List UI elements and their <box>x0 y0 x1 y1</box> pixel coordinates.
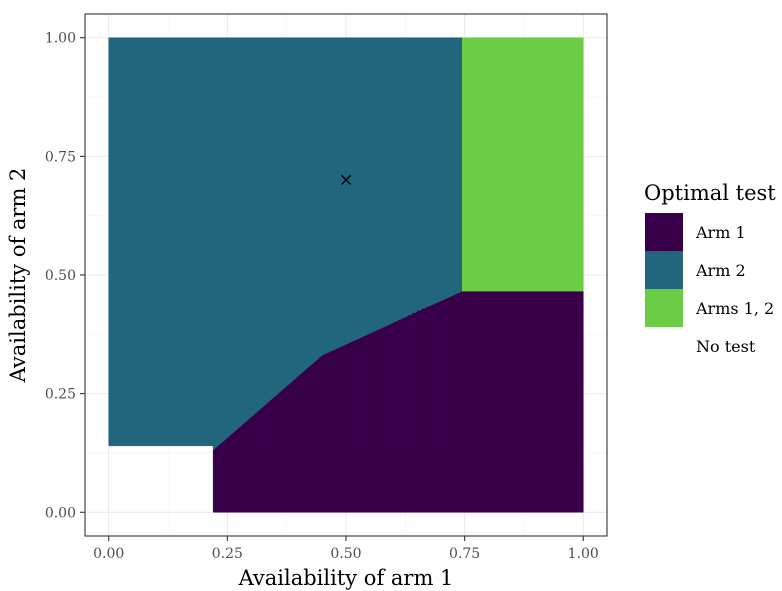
legend-title: Optimal test <box>644 181 776 205</box>
region-arm-1-step <box>407 315 413 451</box>
y-axis-title: Availability of arm 2 <box>6 168 30 384</box>
region-arms-1-2 <box>462 37 584 292</box>
legend-swatch <box>645 251 683 289</box>
region-arm-1-step <box>459 292 465 451</box>
region-arm-1-step <box>421 308 427 451</box>
region-arm-1-step <box>246 421 252 451</box>
region-arm-1-step <box>393 322 399 451</box>
region-arm-1-step <box>364 339 371 451</box>
region-arm-1-step <box>355 345 361 451</box>
legend-swatch <box>645 289 683 327</box>
region-arm-1-step <box>284 390 290 451</box>
y-tick-label: 0.50 <box>45 268 76 284</box>
region-arm-1-step <box>360 342 366 451</box>
region-arm-1-step <box>440 301 446 451</box>
data-marker: × <box>338 170 353 191</box>
region-arm-1-step <box>260 409 266 451</box>
region-arm-1-step <box>236 429 242 451</box>
y-tick-label: 1.00 <box>45 31 76 47</box>
x-tick-label: 0.25 <box>212 546 243 562</box>
region-arm-1-step <box>431 304 437 451</box>
x-tick-label: 0.75 <box>449 546 480 562</box>
region-arm-1-step <box>374 333 380 451</box>
legend-label: Arm 1 <box>695 223 746 242</box>
region-arm-1-step <box>303 376 309 451</box>
region-arm-1-step <box>445 298 451 451</box>
x-tick-label: 0.00 <box>93 546 124 562</box>
region-arm-1-step <box>417 310 423 451</box>
region-arm-1-step <box>426 306 432 451</box>
region-arm-1-step <box>350 348 356 451</box>
y-tick-label: 0.25 <box>45 387 76 403</box>
region-arm-1-step <box>402 317 408 451</box>
plot-regions <box>108 37 584 513</box>
legend-label: No test <box>696 337 756 356</box>
y-tick-label: 0.75 <box>45 149 76 165</box>
legend: Optimal test Arm 1 Arm 2 Arms 1, 2 No test <box>644 181 776 365</box>
region-arm-1-step <box>346 350 352 451</box>
region-arm-1-step <box>317 368 323 451</box>
region-arm-1-step <box>270 402 276 451</box>
region-arm-1-step <box>312 370 318 451</box>
region-arm-1-step <box>279 394 285 451</box>
x-axis-ticks: 0.00 0.25 0.50 0.75 1.00 <box>93 536 599 562</box>
region-arm-1-step <box>255 413 261 451</box>
region-arm-1-step <box>298 379 304 451</box>
region-arm-1-step <box>293 383 299 451</box>
region-arm-1-step <box>412 312 418 451</box>
region-arm-1-step <box>331 359 337 451</box>
x-axis-title: Availability of arm 1 <box>238 566 454 590</box>
legend-label: Arm 2 <box>695 261 746 280</box>
region-arm-1-step <box>327 362 333 451</box>
region-arm-1-step <box>455 294 461 451</box>
region-arm-1-step <box>232 433 238 451</box>
region-arm-1-step <box>341 353 347 451</box>
region-arm-1-step <box>383 328 390 451</box>
region-arm-1-step <box>388 325 394 451</box>
region-arm-1-step <box>336 356 342 451</box>
region-arm-1-step <box>274 398 280 451</box>
region-arm-1-step <box>265 405 271 451</box>
region-arm-1-step <box>398 320 404 451</box>
region-arm-1-step <box>369 336 375 451</box>
region-arm-1-step <box>227 438 233 451</box>
legend-swatch <box>645 213 683 251</box>
region-arm-1-step <box>222 442 228 451</box>
y-axis-ticks: 0.00 0.25 0.50 0.75 1.00 <box>45 31 85 521</box>
y-tick-label: 0.00 <box>45 505 76 521</box>
region-arm-1-step <box>308 373 314 451</box>
region-arm-1-step <box>217 446 223 451</box>
region-arm-1-step <box>251 417 257 451</box>
x-tick-label: 1.00 <box>568 546 599 562</box>
region-arm-1-step <box>322 365 328 451</box>
region-arm-1-step <box>379 330 385 451</box>
region-arm-1-step <box>289 386 295 451</box>
x-tick-label: 0.50 <box>330 546 361 562</box>
region-arm-1-step <box>450 296 456 451</box>
legend-swatch <box>645 327 683 365</box>
region-arm-1-step <box>436 302 442 451</box>
region-arm-1-step <box>241 425 247 451</box>
legend-label: Arms 1, 2 <box>695 299 774 318</box>
